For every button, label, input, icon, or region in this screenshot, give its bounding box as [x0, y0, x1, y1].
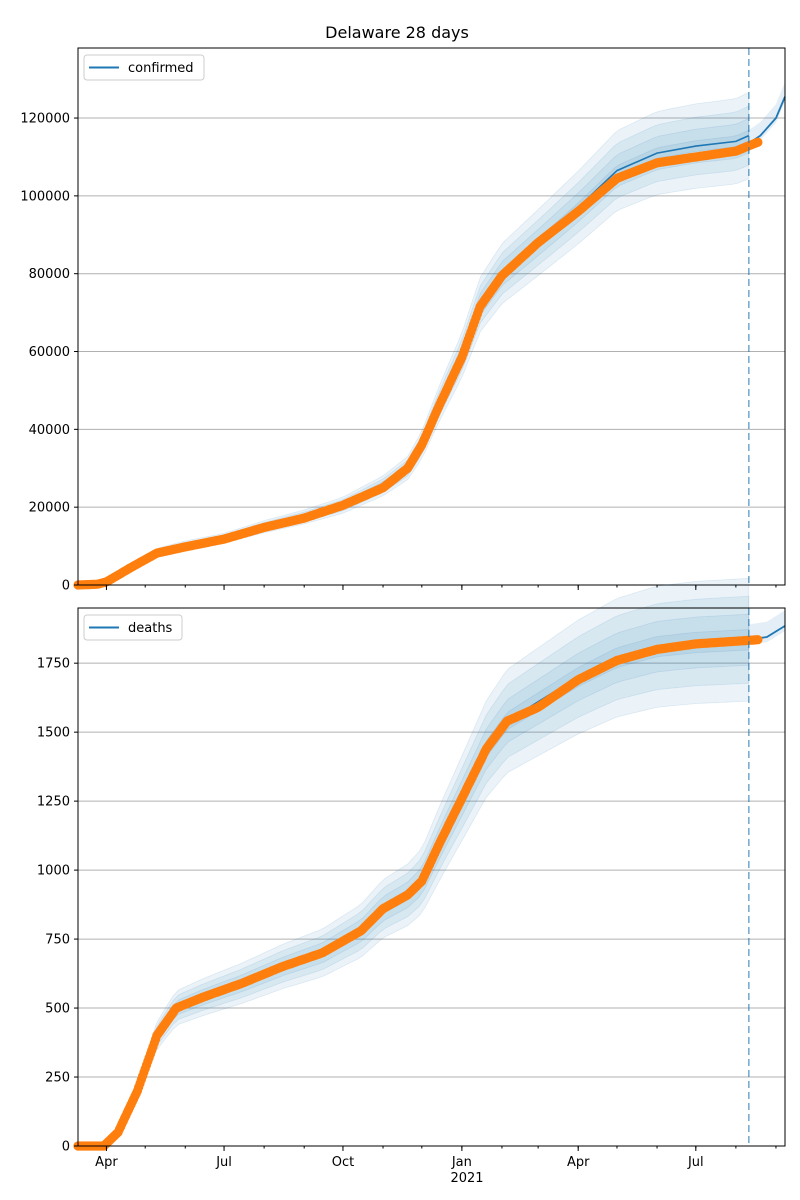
- deaths-x-tick-label: Jul: [687, 1155, 704, 1170]
- deaths-x-ticks: Apr Jul Oct Jan Apr Jul: [95, 1146, 777, 1170]
- confirmed-y-tick-label: 20000: [29, 501, 70, 516]
- confirmed-y-tick-label: 80000: [29, 267, 70, 282]
- deaths-uncertainty-band: [77, 595, 750, 1147]
- deaths-y-ticks: 0 250 500 750 1000 1250 1500 1750: [37, 657, 78, 1155]
- deaths-y-tick-label: 250: [45, 1071, 70, 1086]
- deaths-x-tick-label: Apr: [567, 1155, 590, 1170]
- confirmed-uncertainty-band: [77, 91, 750, 586]
- confirmed-legend-box: [83, 54, 205, 81]
- confirmed-forecast-band: [748, 82, 785, 148]
- deaths-legend-label: deaths: [128, 621, 173, 636]
- deaths-y-tick-label: 1500: [37, 726, 70, 741]
- confirmed-y-ticks: 0 20000 40000 60000 80000 100000 120000: [20, 112, 78, 594]
- deaths-y-tick-label: 0: [62, 1140, 70, 1155]
- deaths-observed-point: [753, 635, 763, 645]
- deaths-y-tick-label: 1750: [37, 657, 70, 672]
- confirmed-observed: [73, 137, 763, 590]
- deaths-x-tick-label: Oct: [332, 1155, 354, 1170]
- confirmed-observed-point: [753, 137, 763, 147]
- deaths-y-tick-label: 500: [45, 1002, 70, 1017]
- confirmed-y-tick-label: 60000: [29, 345, 70, 360]
- deaths-y-tick-label: 750: [45, 933, 70, 948]
- year-label: 2021: [450, 1171, 483, 1186]
- confirmed-model-line: [77, 134, 750, 586]
- confirmed-legend: confirmed: [83, 54, 205, 81]
- deaths-legend: deaths: [83, 614, 183, 641]
- confirmed-y-tick-label: 0: [62, 579, 70, 594]
- confirmed-legend-label: confirmed: [128, 61, 194, 76]
- deaths-y-tick-label: 1250: [37, 795, 70, 810]
- deaths-x-tick-label: Jul: [215, 1155, 232, 1170]
- deaths-axes-frame: [77, 607, 786, 1147]
- confirmed-y-tick-label: 100000: [20, 189, 70, 204]
- deaths-x-tick-label: Apr: [95, 1155, 118, 1170]
- confirmed-axes-frame: [77, 47, 786, 586]
- confirmed-y-tick-label: 40000: [29, 423, 70, 438]
- confirmed-x-ticks: [105, 585, 777, 590]
- deaths-legend-box: [83, 614, 183, 641]
- confirmed-panel: 0 20000 40000 60000 80000 100000 120000 confir…: [20, 47, 786, 594]
- deaths-x-tick-label: Jan: [451, 1155, 472, 1170]
- deaths-y-tick-label: 1000: [37, 864, 70, 879]
- chart-title: Delaware 28 days: [325, 23, 469, 42]
- deaths-grid: [78, 662, 785, 1147]
- deaths-observed: [73, 635, 763, 1151]
- confirmed-y-tick-label: 120000: [20, 112, 70, 127]
